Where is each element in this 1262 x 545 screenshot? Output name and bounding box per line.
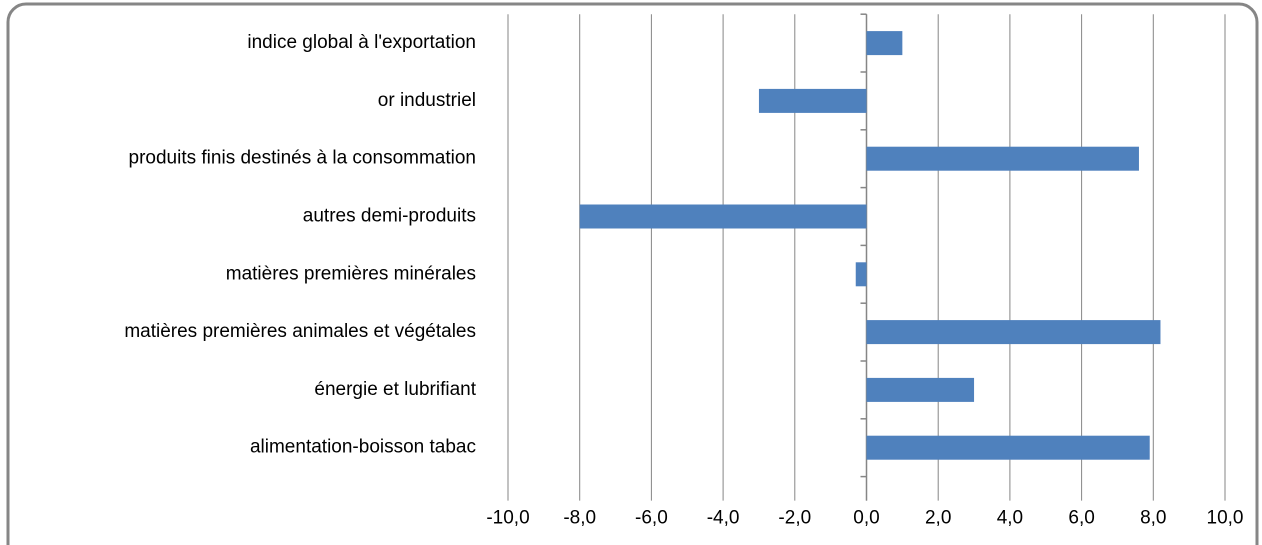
x-tick-label: 10,0 [1207, 508, 1244, 529]
bar [866, 435, 1150, 460]
y-tick-label: matières premières minérales [226, 263, 476, 284]
bar [855, 262, 867, 287]
bar [579, 204, 867, 229]
y-tick-label: indice global à l'exportation [247, 32, 476, 53]
x-tick-label: -10,0 [486, 508, 529, 529]
x-tick-label: -8,0 [563, 508, 596, 529]
x-tick-label: 0,0 [853, 508, 879, 529]
x-tick-label: 4,0 [997, 508, 1023, 529]
bar [866, 377, 975, 402]
y-tick-label: alimentation-boisson tabac [250, 437, 476, 458]
bar [866, 31, 903, 56]
y-tick-label: autres demi-produits [303, 206, 476, 227]
bar [866, 146, 1139, 171]
chart-border [6, 2, 1259, 545]
y-tick-label: or industriel [378, 90, 476, 111]
x-tick-label: -6,0 [635, 508, 668, 529]
x-tick-label: 8,0 [1140, 508, 1166, 529]
x-tick-label: -2,0 [778, 508, 811, 529]
y-tick-label: matières premières animales et végétales [124, 321, 476, 342]
y-tick-label: produits finis destinés à la consommatio… [129, 148, 476, 169]
x-tick-label: -4,0 [707, 508, 740, 529]
y-tick-label: énergie et lubrifiant [314, 379, 476, 400]
x-tick-label: 6,0 [1068, 508, 1094, 529]
bar [866, 320, 1161, 345]
bar [758, 88, 867, 113]
x-tick-label: 2,0 [925, 508, 951, 529]
